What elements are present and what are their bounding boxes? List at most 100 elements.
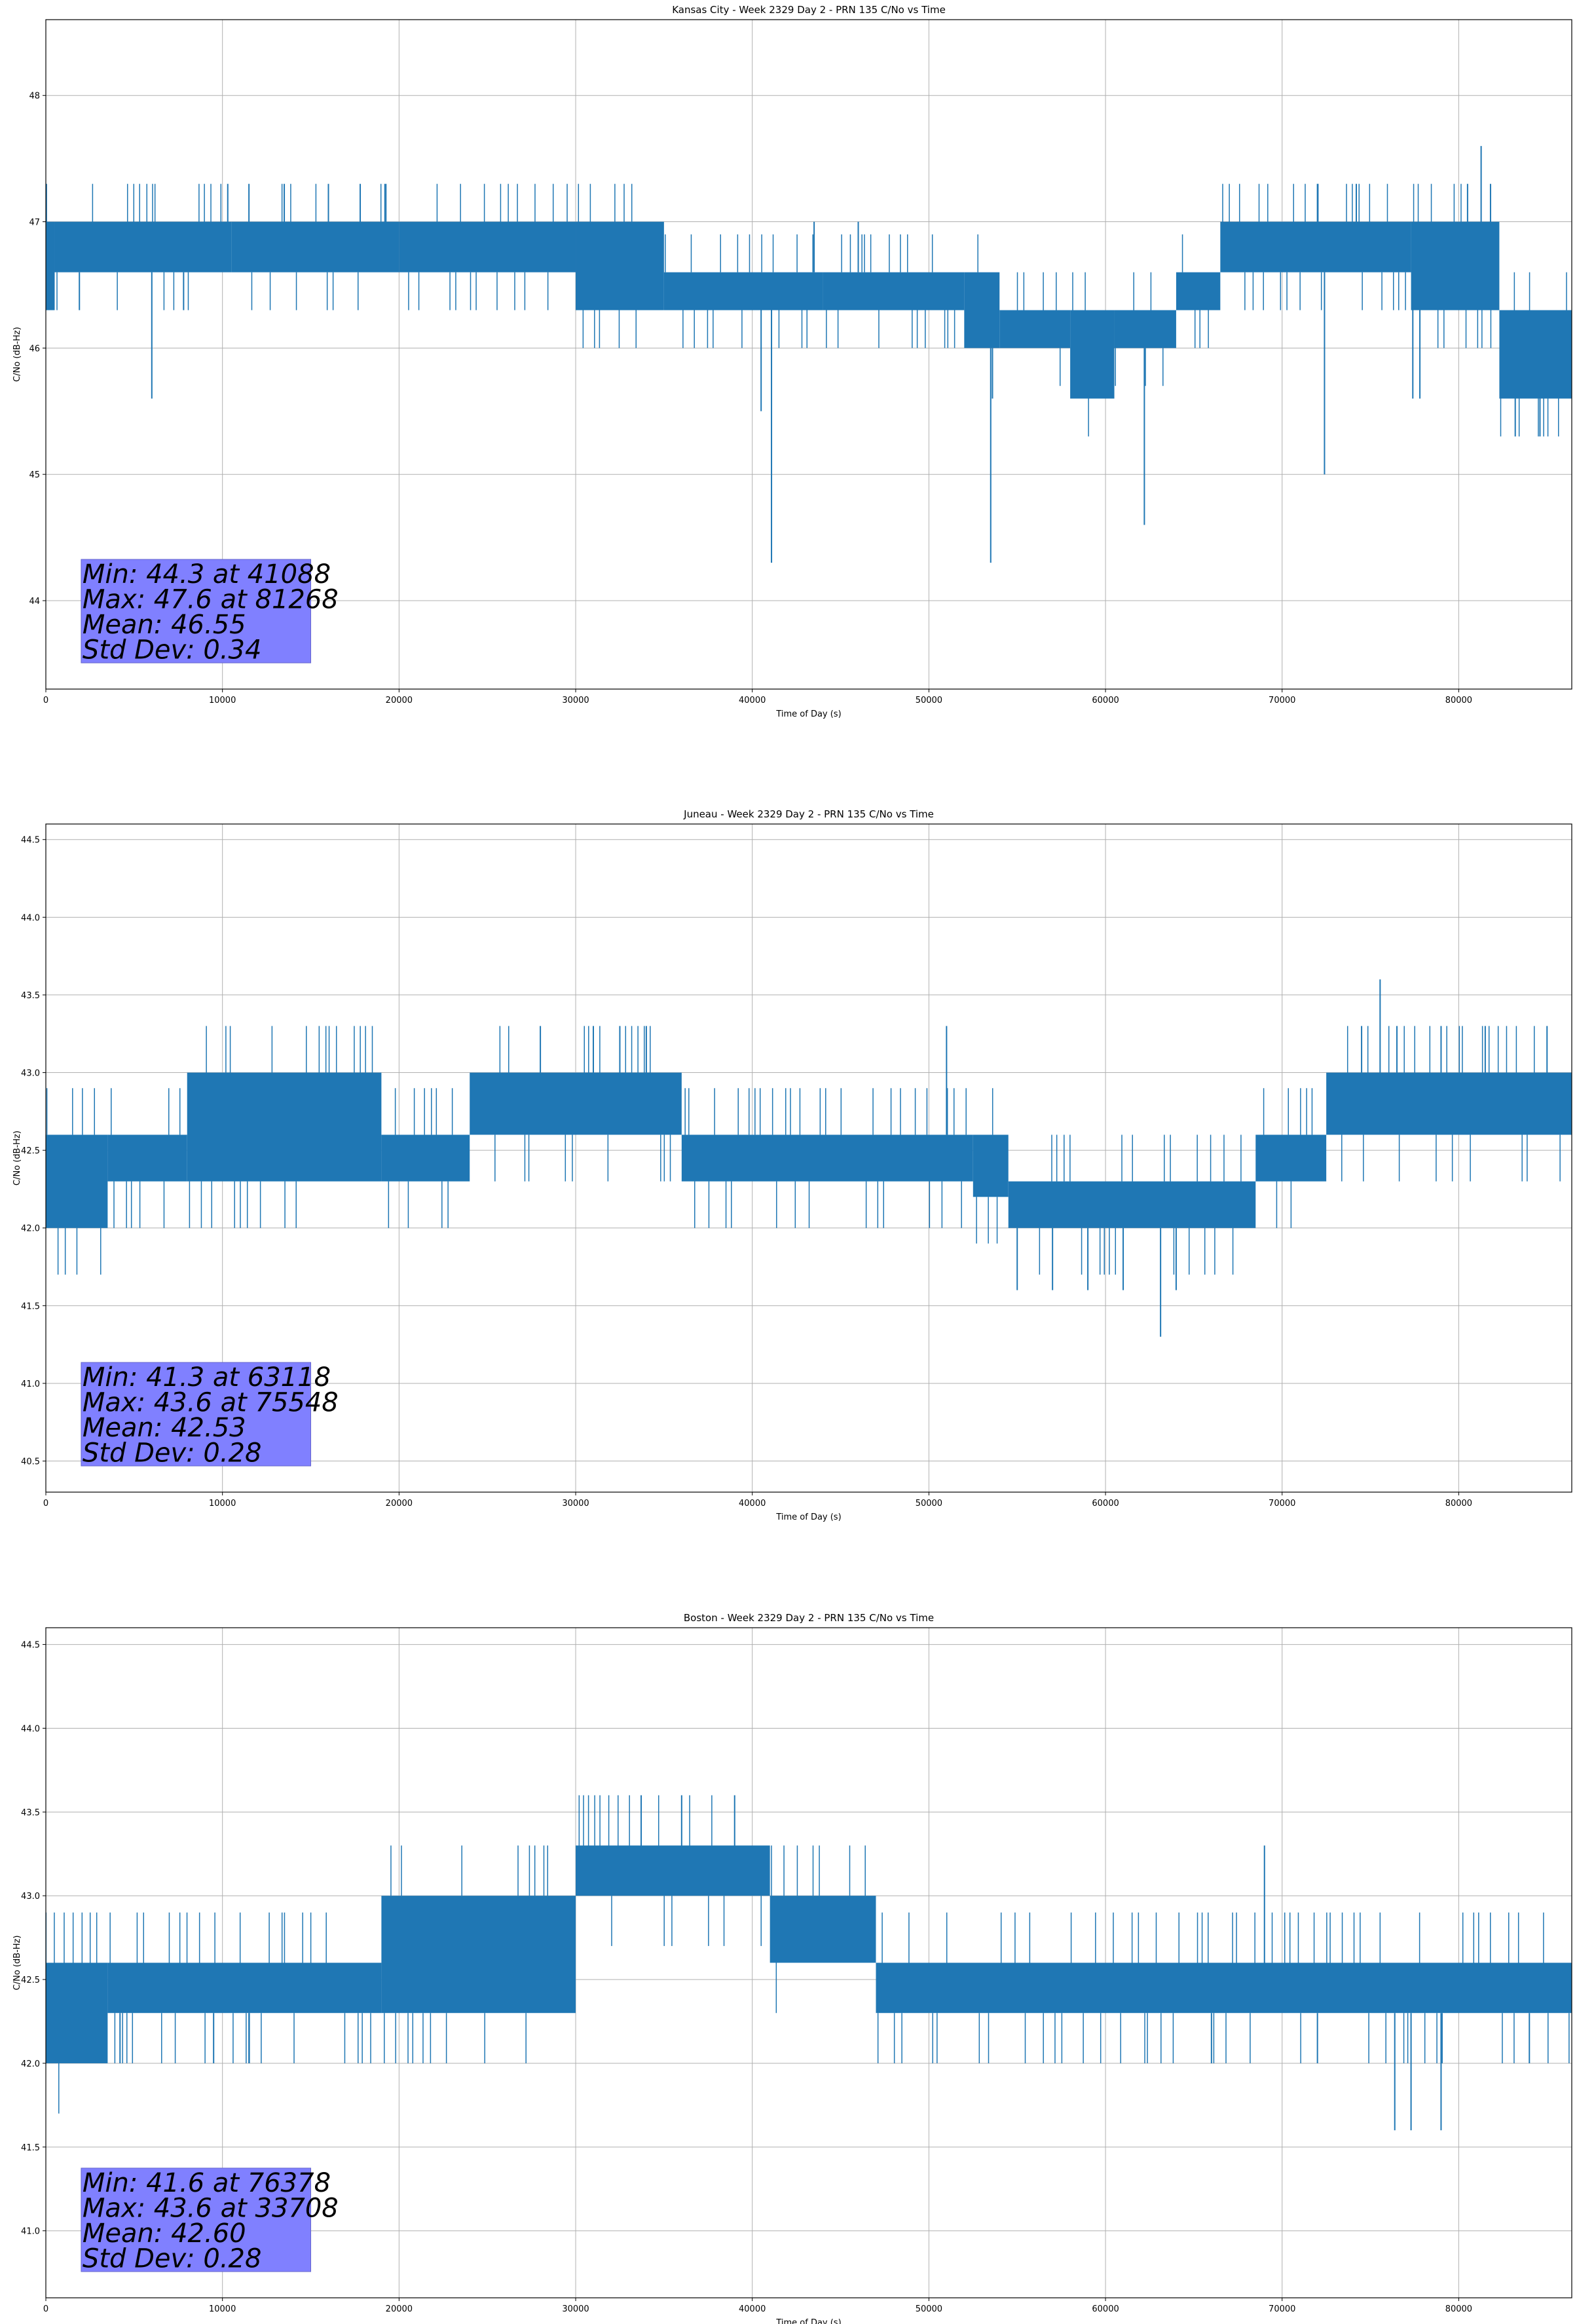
trace-band	[770, 1896, 876, 1963]
trace-band	[46, 221, 55, 310]
trace-band	[1499, 310, 1572, 399]
y-tick-label: 41.5	[21, 1302, 40, 1311]
x-tick-label: 60000	[1092, 1499, 1119, 1509]
trace-band	[999, 310, 1071, 348]
x-tick-label: 0	[43, 1499, 48, 1509]
plot-frame	[45, 1627, 1572, 2298]
chart-title: Boston - Week 2329 Day 2 - PRN 135 C/No …	[684, 1612, 934, 1624]
trace-band	[1326, 1072, 1572, 1135]
x-tick-label: 0	[43, 696, 48, 705]
x-tick-label: 50000	[916, 1499, 942, 1509]
stats-min-text: Min: 41.6 at 76378	[83, 2168, 331, 2198]
trace-band	[576, 1845, 770, 1896]
trace-band	[823, 272, 965, 310]
y-tick-label: 43.0	[21, 1069, 40, 1079]
x-tick-label: 0	[43, 2304, 48, 2314]
trace-band	[399, 221, 576, 272]
series-trace	[46, 145, 1572, 563]
x-tick-label: 40000	[739, 1499, 766, 1509]
y-axis-label: C/No (dB-Hz)	[12, 327, 22, 382]
x-tick-label: 40000	[739, 696, 766, 705]
trace-band	[1114, 310, 1176, 348]
x-tick-label: 20000	[386, 1499, 413, 1509]
stats-max-text: Max: 47.6 at 81268	[83, 585, 339, 615]
stats-max-text: Max: 43.6 at 75548	[83, 1388, 339, 1418]
y-tick-label: 42.0	[21, 2059, 40, 2069]
x-axis-label: Time of Day (s)	[775, 2318, 841, 2324]
stats-mean-text: Mean: 46.55	[83, 610, 246, 640]
trace-band	[681, 1134, 973, 1182]
trace-band	[187, 1072, 382, 1182]
stats-mean-text: Mean: 42.60	[83, 2219, 246, 2249]
x-tick-label: 60000	[1092, 696, 1119, 705]
series-trace	[45, 1795, 1572, 2131]
y-tick-label: 47	[29, 218, 40, 228]
stats-std-text: Std Dev: 0.28	[83, 1438, 262, 1469]
x-tick-label: 50000	[916, 2304, 942, 2314]
x-tick-label: 70000	[1269, 696, 1295, 705]
y-tick-label: 41.0	[21, 2227, 40, 2237]
y-axis-label: C/No (dB-Hz)	[12, 1936, 22, 1991]
y-tick-label: 46	[29, 344, 40, 354]
y-tick-label: 48	[29, 92, 40, 102]
x-tick-label: 40000	[739, 2304, 766, 2314]
trace-band	[1070, 310, 1115, 399]
y-tick-label: 43.5	[21, 991, 40, 1001]
trace-band	[576, 221, 664, 310]
x-axis-label: Time of Day (s)	[775, 1512, 841, 1522]
chart-panel-1: 0 10000 20000 30000 40000 50000 60000 70000 8000…	[12, 4, 1572, 719]
trace-band	[107, 1962, 382, 2014]
x-tick-label: 80000	[1445, 696, 1472, 705]
trace-band	[231, 221, 399, 272]
trace-band	[973, 1134, 1009, 1197]
y-tick-label: 41.5	[21, 2143, 40, 2153]
trace-band	[54, 221, 232, 272]
chart-panel-2: 0 10000 20000 30000 40000 50000 60000 70000 8000…	[12, 808, 1572, 1522]
y-tick-label: 44.5	[21, 1641, 40, 1651]
stats-mean-text: Mean: 42.53	[83, 1413, 246, 1443]
y-tick-label: 45	[29, 470, 40, 480]
stats-box	[81, 2167, 312, 2272]
trace-band	[46, 1962, 108, 2063]
stats-box	[81, 1362, 312, 1467]
stats-min-text: Min: 41.3 at 63118	[83, 1362, 331, 1393]
trace-band	[381, 1134, 470, 1182]
trace-band	[1220, 221, 1411, 272]
y-tick-label: 40.5	[21, 1457, 40, 1467]
y-tick-label: 43.5	[21, 1808, 40, 1818]
plot-frame	[45, 823, 1572, 1493]
x-tick-label: 30000	[562, 1499, 589, 1509]
x-tick-label: 20000	[386, 2304, 413, 2314]
plot-frame	[45, 19, 1572, 690]
trace-band	[381, 1896, 576, 2014]
y-axis-label: C/No (dB-Hz)	[12, 1131, 22, 1186]
x-axis-label: Time of Day (s)	[775, 709, 841, 719]
x-tick-label: 30000	[562, 2304, 589, 2314]
chart-title: Kansas City - Week 2329 Day 2 - PRN 135 …	[672, 4, 946, 16]
x-tick-label: 50000	[916, 696, 942, 705]
trace-band	[107, 1134, 187, 1182]
stats-min-text: Min: 44.3 at 41088	[83, 559, 331, 590]
y-tick-label: 42.5	[21, 1976, 40, 1985]
stats-box	[81, 559, 312, 664]
x-tick-label: 20000	[386, 696, 413, 705]
stats-max-text: Max: 43.6 at 33708	[83, 2194, 339, 2224]
chart-panel-3: 0 10000 20000 30000 40000 50000 60000 70000 8000…	[12, 1612, 1572, 2324]
trace-band	[1255, 1134, 1327, 1182]
trace-band	[470, 1072, 682, 1135]
x-tick-label: 10000	[209, 696, 236, 705]
x-tick-label: 10000	[209, 2304, 236, 2314]
y-tick-label: 44	[29, 597, 40, 607]
stats-std-text: Std Dev: 0.28	[83, 2244, 262, 2274]
y-tick-label: 41.0	[21, 1379, 40, 1389]
trace-band	[46, 1134, 108, 1228]
trace-band	[964, 272, 1000, 348]
y-tick-label: 43.0	[21, 1892, 40, 1902]
trace-band	[876, 1962, 1572, 2014]
trace-band	[1008, 1181, 1256, 1228]
y-tick-label: 44.0	[21, 913, 40, 923]
x-tick-label: 80000	[1445, 1499, 1472, 1509]
y-tick-label: 42.0	[21, 1224, 40, 1234]
x-tick-label: 70000	[1269, 1499, 1295, 1509]
